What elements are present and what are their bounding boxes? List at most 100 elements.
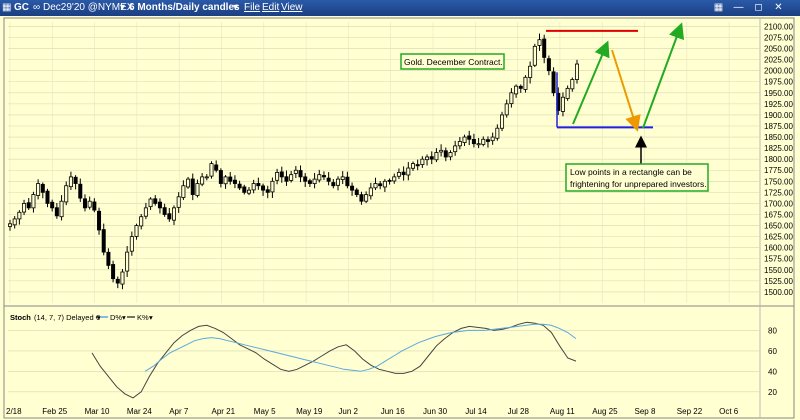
candle-up xyxy=(31,194,36,209)
candle-up xyxy=(12,218,17,226)
k-legend-menu-icon[interactable]: ▾ xyxy=(149,313,153,322)
menu-view[interactable]: View xyxy=(281,2,303,13)
candle-up xyxy=(340,176,345,181)
menu-file[interactable]: File xyxy=(244,2,261,13)
price-tick-label: 1625.00 xyxy=(764,233,793,242)
candle-up xyxy=(200,176,205,185)
candle-down xyxy=(279,171,284,178)
chart-icon[interactable]: ▦ xyxy=(2,2,12,13)
symbol-label[interactable]: GC xyxy=(14,2,29,13)
chart-settings-icon[interactable]: ▦ xyxy=(713,2,724,13)
candle-down xyxy=(359,194,364,202)
x-tick-label: Jul 28 xyxy=(508,407,530,416)
chart-canvas: 1500.00 1525.00 1550.00 1575.00 1600.00 1625.… xyxy=(3,17,795,419)
menu-edit[interactable]: Edit xyxy=(262,2,280,13)
candle-down xyxy=(415,164,420,167)
candle-down xyxy=(485,139,490,142)
candle-down xyxy=(321,175,326,178)
candle-down xyxy=(162,207,167,215)
candle-down xyxy=(284,176,289,182)
stoch-params: (14, 7, 7) Delayed € xyxy=(34,313,101,322)
candle-up xyxy=(368,187,373,197)
candle-up xyxy=(500,114,505,129)
close-icon[interactable]: ✕ xyxy=(774,2,783,13)
candle-down xyxy=(73,176,78,184)
price-tick-label: 2025.00 xyxy=(764,56,793,65)
d-legend-menu-icon[interactable]: ▾ xyxy=(122,313,126,322)
price-tick-label: 2000.00 xyxy=(764,67,793,76)
candle-down xyxy=(331,182,336,187)
d-legend-label: D% xyxy=(110,313,122,322)
candle-up xyxy=(172,207,177,221)
candle-up xyxy=(336,178,341,186)
candle-up xyxy=(373,183,378,189)
price-tick-label: 1500.00 xyxy=(764,288,793,297)
candle-down xyxy=(518,85,523,89)
callout-text-line-2: frightening for unprepared investors. xyxy=(570,179,707,189)
candle-up xyxy=(575,63,580,80)
candle-up xyxy=(434,152,439,161)
stoch-title: Stoch xyxy=(10,313,31,322)
price-axis: 1500.00 1525.00 1550.00 1575.00 1600.00 1625.… xyxy=(764,22,793,297)
candle-down xyxy=(471,139,476,145)
candle-up xyxy=(528,65,533,78)
period-dropdown-icon[interactable]: ▾ xyxy=(233,2,239,13)
candle-up xyxy=(532,45,537,66)
x-tick-label: Aug 11 xyxy=(550,407,575,416)
stoch-tick-label: 40 xyxy=(768,367,777,376)
maximize-icon[interactable]: ◻ xyxy=(754,2,763,13)
contract-dropdown-icon[interactable]: ▾ xyxy=(120,2,126,13)
candle-down xyxy=(115,278,120,284)
candle-down xyxy=(303,176,308,182)
candle-up xyxy=(209,163,214,177)
x-tick-label: Apr 21 xyxy=(212,407,236,416)
candle-down xyxy=(429,156,434,160)
candle-up xyxy=(495,127,500,139)
candle-down xyxy=(54,207,59,217)
gold-annotation-text: Gold. December Contract. xyxy=(404,57,503,67)
stoch-params-menu-icon[interactable]: ▾ xyxy=(97,313,101,322)
x-tick-label: Oct 6 xyxy=(719,407,739,416)
candle-down xyxy=(50,201,55,209)
x-tick-label: Sep 22 xyxy=(677,407,703,416)
callout-text-line-1: Low points in a rectangle can be xyxy=(570,167,692,177)
green-arrow-up-2 xyxy=(642,22,685,129)
x-tick-label: May 19 xyxy=(296,407,323,416)
candle-up xyxy=(148,198,153,208)
period-label[interactable]: 6 Months/Daily candles xyxy=(129,2,240,13)
candle-down xyxy=(101,229,106,253)
candle-up xyxy=(134,225,139,237)
candle-down xyxy=(265,189,270,193)
k-legend-label: K% xyxy=(137,313,149,322)
candle-up xyxy=(439,149,444,153)
candle-up xyxy=(251,183,256,191)
candle-up xyxy=(382,180,387,188)
x-tick-label: Jun 30 xyxy=(423,407,448,416)
candle-up xyxy=(181,185,186,198)
candle-down xyxy=(378,183,383,187)
candle-up xyxy=(565,87,570,99)
price-tick-label: 1850.00 xyxy=(764,133,793,142)
candle-up xyxy=(312,178,317,185)
candle-up xyxy=(129,236,134,252)
price-grid xyxy=(8,22,760,303)
x-axis: 2/18 Feb 25 Mar 10 Mar 24 Apr 7 Apr 21 May 5 Ma… xyxy=(6,407,739,416)
stoch-tick-label: 80 xyxy=(768,326,777,335)
candle-up xyxy=(317,174,322,181)
candle-down xyxy=(214,164,219,171)
candle-up xyxy=(125,251,130,272)
candle-up xyxy=(195,183,200,196)
contract-label[interactable]: Dec29'20 @NYMEX xyxy=(43,2,134,13)
candle-up xyxy=(457,141,462,147)
stoch-grid xyxy=(8,330,760,393)
candle-up xyxy=(120,271,125,285)
infinity-symbol: ∞ xyxy=(33,2,41,13)
candle-up xyxy=(364,194,369,202)
candle-up xyxy=(523,76,528,90)
price-tick-label: 1800.00 xyxy=(764,155,793,164)
candle-up xyxy=(570,79,575,90)
candle-down xyxy=(354,189,359,195)
price-tick-label: 1650.00 xyxy=(764,222,793,231)
minimize-icon[interactable]: — xyxy=(733,2,744,13)
price-tick-label: 1600.00 xyxy=(764,244,793,253)
